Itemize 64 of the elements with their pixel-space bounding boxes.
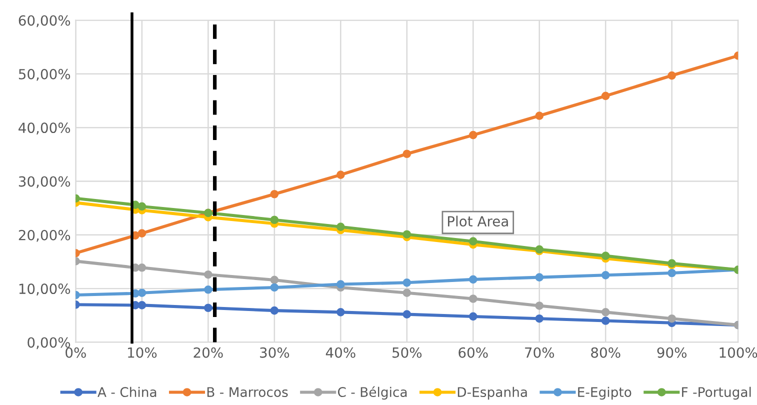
point [601,316,610,325]
point [138,288,146,298]
point [535,302,544,310]
point [601,252,610,260]
x-tick-label: 10% [128,347,157,358]
y-tick-label: 30,00% [18,176,70,188]
point [270,276,279,284]
point [402,278,412,287]
point [336,280,345,288]
x-tick-label: 60% [458,347,488,358]
point [138,229,146,238]
point [601,308,610,316]
point [138,301,146,310]
legend-label: C - Bélgica [338,386,407,400]
x-tick-label: 0% [66,347,86,358]
point [668,268,676,278]
x-tick-label: 50% [392,347,422,358]
point [336,308,345,316]
legend-label: F -Portugal [682,386,751,400]
point [270,283,279,292]
y-tick-label: 0,00% [28,337,70,350]
point [402,288,412,298]
y-tick-label: 50,00% [18,68,70,81]
point [204,304,212,312]
point [204,285,212,294]
point [270,216,279,224]
x-tick-label: 100% [720,347,757,358]
y-tick-label: 20,00% [18,230,70,242]
legend-label: B - Marrocos [207,387,288,398]
point [336,170,345,179]
x-tick-label: 30% [260,347,290,358]
point [468,275,478,284]
legend-label: D-Espanha [458,386,527,400]
point [270,306,279,315]
point [668,314,676,323]
x-tick-label: 70% [525,347,554,358]
point [336,222,345,232]
y-tick-label: 10,00% [19,284,70,296]
x-tick-label: 40% [326,347,356,358]
point [468,312,478,321]
point [138,263,146,272]
point [402,150,412,158]
point [402,230,412,239]
annotation: Plot Area [448,216,508,227]
point [601,92,610,100]
point [468,294,478,303]
y-tick-label: 40,00% [18,122,70,134]
legend-label: A - China [98,386,156,398]
point [468,237,478,246]
point [601,270,610,280]
point [535,273,544,282]
point [138,202,146,211]
x-tick-label: 90% [657,347,687,358]
point [402,310,412,318]
point [270,190,279,198]
point [468,130,478,140]
x-tick-label: 80% [591,347,620,358]
point [668,71,676,80]
y-tick-label: 60,00% [18,15,70,28]
x-tick-label: 20% [194,347,223,358]
legend-label: E-Egipto [578,386,632,400]
point [204,270,212,279]
point [535,314,544,323]
point [535,112,544,120]
